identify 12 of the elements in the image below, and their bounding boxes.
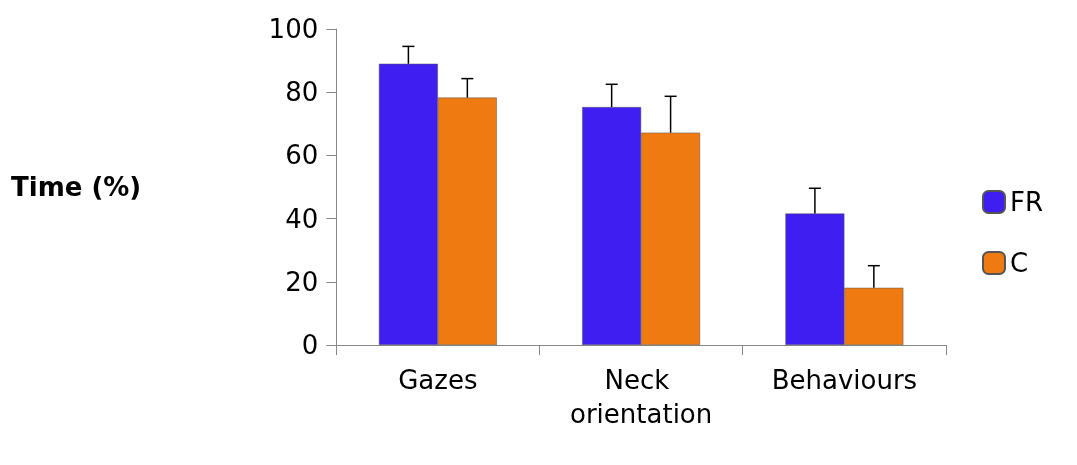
y-axis-title: Time (%) — [10, 172, 142, 202]
y-tick-label: 20 — [285, 266, 319, 297]
x-tick-label: Behaviours — [771, 365, 918, 395]
y-tick-label: 0 — [301, 330, 319, 360]
y-tick-label: 40 — [285, 203, 319, 234]
y-tick-label: 100 — [268, 14, 319, 44]
x-tick-label: Neck orientation — [570, 365, 713, 429]
y-tick-label: 80 — [285, 77, 319, 108]
x-tick-label: Gazes — [398, 365, 478, 395]
y-tick-label: 60 — [285, 140, 319, 171]
legend-label: C — [1009, 248, 1029, 278]
legend-label: FR — [1009, 187, 1044, 217]
